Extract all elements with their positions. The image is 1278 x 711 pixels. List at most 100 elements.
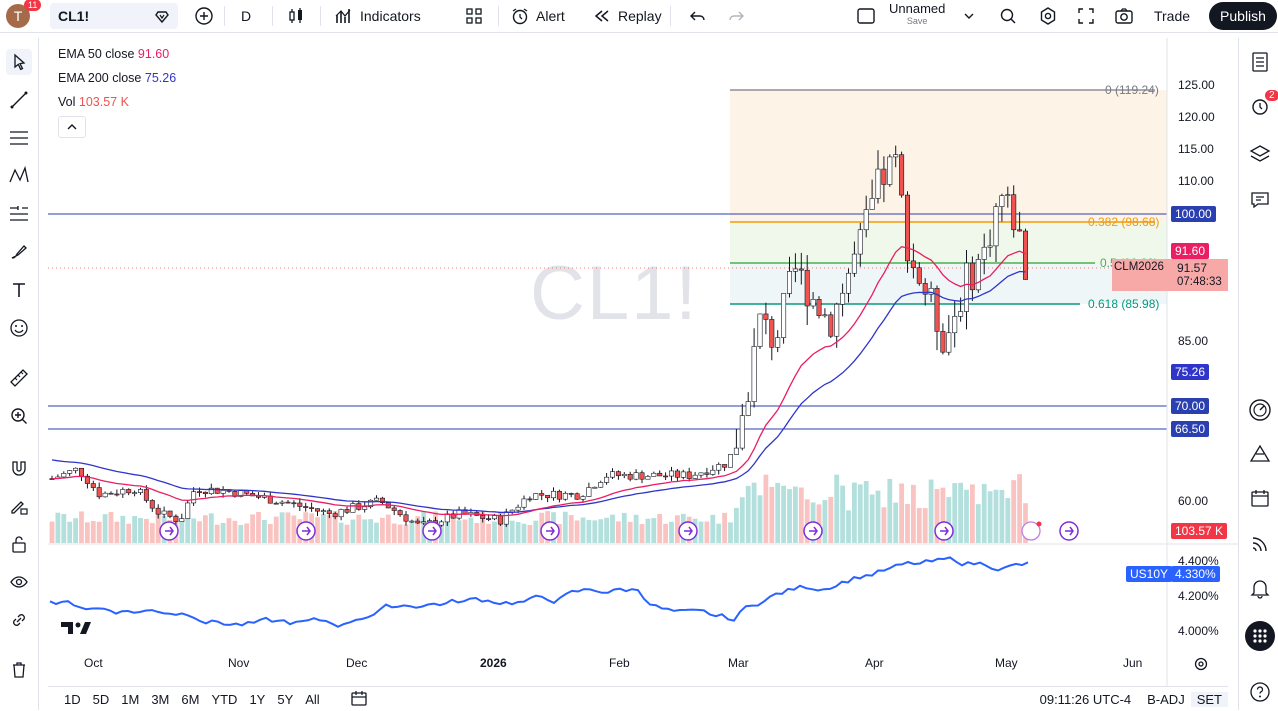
publish-button[interactable]: Publish (1209, 2, 1277, 30)
legend-ema200[interactable]: EMA 200 close 75.26 (58, 71, 176, 85)
legend-volume[interactable]: Vol 103.57 K (58, 95, 129, 109)
volume-bar (616, 521, 621, 543)
link-tool[interactable] (6, 607, 32, 633)
event-dot-icon (1036, 521, 1042, 527)
alerts-button[interactable] (1247, 93, 1273, 119)
lock-tool[interactable] (6, 531, 32, 557)
zoom-tool[interactable] (6, 403, 32, 429)
candle-body (214, 487, 220, 494)
volume-bar (85, 522, 90, 543)
volume-bar (952, 483, 958, 543)
interval-button[interactable]: D (233, 0, 259, 32)
range-5d[interactable]: 5D (92, 691, 110, 707)
camera-icon (1115, 8, 1133, 24)
goto-date-button[interactable] (344, 690, 374, 709)
fullscreen-icon (1078, 8, 1094, 24)
event-marker-icon[interactable] (422, 521, 442, 541)
volume-bar (999, 489, 1005, 543)
event-marker-icon[interactable] (540, 521, 560, 541)
range-1d[interactable]: 1D (64, 691, 81, 707)
templates-button[interactable] (456, 0, 492, 32)
candle-body (940, 331, 946, 353)
layout-name[interactable]: Unnamed Save (889, 2, 945, 27)
volume-bar (627, 521, 633, 543)
event-marker-icon[interactable] (296, 521, 316, 541)
volume-bar (279, 512, 285, 543)
notifications-button[interactable] (1247, 575, 1273, 601)
help-button[interactable] (1247, 679, 1273, 705)
candle-body (657, 472, 663, 477)
trade-button[interactable]: Trade (1153, 8, 1191, 24)
candle-body (438, 521, 444, 526)
range-all[interactable]: All (305, 691, 320, 707)
range-1y[interactable]: 1Y (249, 691, 266, 707)
event-marker-icon[interactable] (159, 521, 179, 541)
measure-tool[interactable] (6, 365, 32, 391)
range-6m[interactable]: 6M (181, 691, 200, 707)
watchlist-button[interactable] (1247, 49, 1273, 75)
undo-button[interactable] (680, 0, 716, 32)
alert-button[interactable]: Alert (502, 0, 573, 32)
range-1m[interactable]: 1M (121, 691, 140, 707)
eye-icon (10, 576, 28, 588)
stream-button[interactable] (1247, 531, 1273, 557)
text-tool[interactable] (6, 277, 32, 303)
layout-menu-button[interactable] (954, 0, 984, 32)
divider (670, 6, 671, 26)
ideas-button[interactable] (1247, 397, 1273, 423)
candle-body (391, 507, 397, 511)
candle-body (568, 493, 574, 495)
snapshot-button[interactable] (1106, 0, 1142, 32)
hide-drawings-tool[interactable] (6, 569, 32, 595)
legend-ema50[interactable]: EMA 50 close 91.60 (58, 47, 169, 61)
trend-line-tool[interactable] (6, 87, 32, 113)
stay-drawing-tool[interactable] (6, 493, 32, 519)
emoji-tool[interactable] (6, 315, 32, 341)
candle-body (303, 506, 309, 508)
layers-button[interactable] (1247, 141, 1273, 167)
compare-button[interactable] (186, 0, 222, 32)
volume-bar (403, 524, 409, 543)
symbol-search[interactable]: CL1! (50, 3, 178, 29)
pattern-tool[interactable] (6, 163, 32, 189)
layout-checkbox[interactable] (848, 0, 884, 32)
pine-button[interactable] (1247, 441, 1273, 467)
chart-type-button[interactable] (278, 0, 314, 32)
candle-body (309, 507, 315, 509)
remove-drawings-tool[interactable] (6, 657, 32, 683)
event-marker-icon[interactable] (1059, 521, 1079, 541)
brush-tool[interactable] (6, 239, 32, 265)
badj-toggle[interactable]: B-ADJ (1147, 691, 1185, 707)
cursor-tool[interactable] (6, 49, 32, 75)
volume-bar (621, 512, 627, 543)
indicators-button[interactable]: Indicators (326, 0, 429, 32)
magnet-tool[interactable] (6, 455, 32, 481)
chat-button[interactable] (1247, 187, 1273, 213)
earnings-lightning-icon[interactable] (1021, 521, 1041, 541)
fib-retracement-icon (10, 206, 28, 221)
plus-circle-icon (195, 7, 213, 25)
event-marker-icon[interactable] (803, 521, 823, 541)
replay-button[interactable]: Replay (584, 0, 670, 32)
axis-settings-button[interactable] (1193, 656, 1209, 677)
range-3m[interactable]: 3M (151, 691, 170, 707)
candle-body (267, 495, 273, 504)
range-5y[interactable]: 5Y (277, 691, 294, 707)
quick-search-button[interactable] (990, 0, 1026, 32)
candle-body (545, 494, 551, 499)
range-ytd[interactable]: YTD (211, 691, 238, 707)
clock[interactable]: 09:11:26 UTC-4 (1039, 691, 1132, 707)
fib-tool[interactable] (6, 201, 32, 227)
session-toggle[interactable]: SET (1190, 691, 1228, 707)
collapse-legend-button[interactable] (58, 116, 86, 138)
fullscreen-button[interactable] (1068, 0, 1104, 32)
candle-body (491, 515, 497, 520)
event-marker-icon[interactable] (934, 521, 954, 541)
event-marker-icon[interactable] (678, 521, 698, 541)
apps-button[interactable] (1245, 621, 1275, 651)
calendar-button[interactable] (1247, 485, 1273, 511)
horizontal-lines-tool[interactable] (6, 125, 32, 151)
redo-button[interactable] (718, 0, 754, 32)
settings-button[interactable] (1030, 0, 1066, 32)
